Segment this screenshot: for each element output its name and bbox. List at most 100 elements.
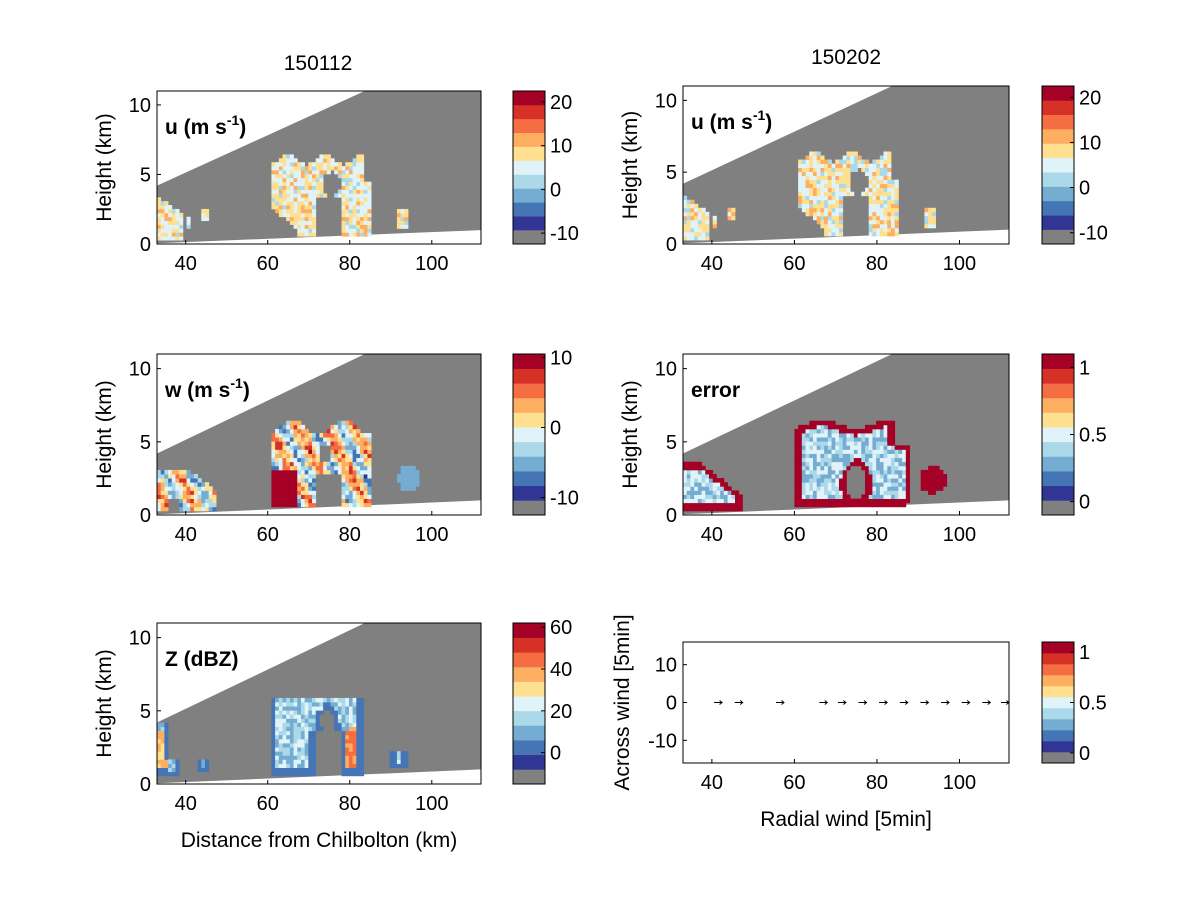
field-cell — [297, 710, 302, 715]
field-cell — [360, 734, 365, 740]
field-cell — [890, 207, 896, 213]
field-cell — [686, 203, 691, 209]
field-cell — [278, 490, 283, 495]
field-layer — [157, 91, 481, 244]
field-cell — [890, 441, 896, 446]
field-cell — [300, 702, 306, 707]
field-cell — [304, 177, 309, 183]
field-cell — [367, 469, 372, 475]
field-cell — [348, 441, 354, 446]
field-cell — [890, 494, 896, 500]
colorbar-band — [513, 118, 545, 134]
field-cell — [805, 207, 810, 213]
field-cell — [853, 151, 858, 156]
field-cell — [879, 215, 884, 221]
field-cell — [705, 231, 710, 237]
field-cell — [367, 220, 372, 225]
field-cell — [838, 179, 844, 185]
field-cell — [160, 751, 165, 756]
field-cell — [801, 478, 806, 483]
field-cell — [275, 449, 280, 454]
field-cell — [326, 158, 331, 163]
field-cell — [404, 465, 409, 471]
field-cell — [864, 445, 870, 450]
field-cell — [356, 170, 361, 175]
field-cell — [879, 420, 884, 426]
field-cell — [278, 718, 283, 723]
colorbar-tick-label: 10 — [550, 348, 572, 370]
field-cell — [798, 167, 803, 173]
field-cell — [898, 457, 903, 463]
field-cell — [879, 449, 884, 454]
field-cell — [308, 714, 313, 719]
field-cell — [363, 220, 368, 225]
field-cell — [924, 469, 929, 475]
field-cell — [812, 457, 818, 463]
field-cell — [286, 706, 291, 711]
field-cell — [278, 433, 283, 438]
field-cell — [275, 457, 280, 463]
field-cell — [278, 755, 283, 760]
field-cell — [883, 227, 888, 233]
field-cell — [831, 441, 836, 446]
field-cell — [835, 482, 840, 487]
field-cell — [289, 478, 294, 483]
field-cell — [820, 207, 825, 213]
field-cell — [890, 191, 896, 197]
field-cell — [820, 445, 825, 450]
field-cell — [356, 706, 361, 711]
field-cell — [334, 726, 339, 732]
field-cell — [348, 474, 354, 479]
field-cell — [297, 751, 302, 756]
field-cell — [705, 506, 710, 512]
field-cell — [179, 228, 184, 233]
field-cell — [341, 453, 346, 459]
field-cell — [686, 494, 691, 500]
field-cell — [846, 179, 851, 185]
field-cell — [805, 453, 810, 459]
field-cell — [282, 718, 287, 723]
colorbar-band — [1042, 383, 1074, 399]
field-cell — [171, 236, 176, 241]
field-cell — [902, 465, 907, 471]
field-cell — [816, 183, 821, 189]
field-cell — [697, 461, 702, 467]
field-cell — [348, 726, 354, 732]
field-cell — [705, 478, 710, 483]
field-cell — [794, 441, 799, 446]
field-cell — [293, 420, 298, 426]
field-cell — [827, 478, 832, 483]
field-cell — [887, 231, 892, 237]
field-cell — [282, 437, 287, 442]
field-cell — [312, 763, 317, 769]
field-cell — [824, 207, 829, 213]
field-cell — [312, 502, 317, 508]
field-cell — [883, 494, 888, 500]
field-cell — [278, 494, 283, 500]
field-cell — [924, 207, 929, 213]
field-cell — [297, 469, 302, 475]
field-cell — [686, 465, 691, 471]
field-cell — [683, 498, 688, 504]
field-cell — [297, 170, 302, 175]
field-cell — [363, 205, 368, 210]
field-cell — [720, 494, 725, 500]
field-cell — [905, 474, 910, 479]
field-cell — [709, 469, 714, 475]
field-cell — [341, 722, 346, 728]
field-cell — [816, 502, 821, 508]
field-cell — [876, 457, 881, 463]
colorbar-band — [1042, 397, 1074, 413]
field-cell — [883, 199, 888, 205]
field-cell — [697, 227, 702, 233]
field-cell — [297, 177, 302, 183]
field-cell — [164, 502, 169, 508]
field-cell — [297, 433, 302, 438]
field-cell — [809, 437, 814, 442]
field-cell — [690, 207, 695, 213]
field-cell — [289, 702, 294, 707]
field-cell — [902, 478, 907, 483]
field-cell — [308, 453, 313, 459]
field-cell — [879, 502, 884, 508]
colorbar-band — [1042, 653, 1074, 665]
